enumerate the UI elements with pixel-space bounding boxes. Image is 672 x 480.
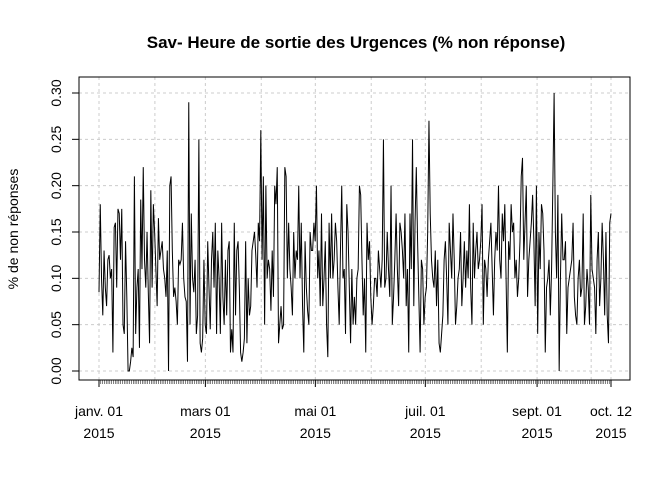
x-tick-label: oct. 12 [590, 403, 632, 419]
y-tick-label: 0.10 [48, 264, 64, 291]
y-axis: 0.00 0.05 0.10 0.15 0.20 0.25 0.30 [48, 79, 79, 385]
x-tick-label: juil. 01 [404, 403, 446, 419]
x-tick-label-year: 2015 [190, 425, 221, 441]
x-tick-label: janv. 01 [74, 403, 123, 419]
y-tick-label: 0.30 [48, 79, 64, 106]
x-tick-label-year: 2015 [410, 425, 441, 441]
y-tick-label: 0.00 [48, 357, 64, 384]
y-tick-label: 0.05 [48, 311, 64, 338]
x-tick-label: sept. 01 [512, 403, 562, 419]
y-tick-label: 0.15 [48, 218, 64, 245]
plot-border [78, 76, 631, 381]
y-tick-label: 0.25 [48, 125, 64, 152]
x-tick-label: mars 01 [180, 403, 231, 419]
x-axis: janv. 01 2015 mars 01 2015 mai 01 2015 juil. 0… [74, 379, 632, 441]
x-tick-label-year: 2015 [522, 425, 553, 441]
y-axis-label: % de non réponses [5, 169, 21, 290]
chart-title: Sav- Heure de sortie des Urgences (% non… [147, 33, 566, 52]
x-minor-ticks [98, 380, 612, 384]
grid [79, 77, 630, 380]
x-tick-label-year: 2015 [595, 425, 626, 441]
x-tick-label-year: 2015 [300, 425, 331, 441]
x-tick-label: mai 01 [294, 403, 336, 419]
y-tick-label: 0.20 [48, 172, 64, 199]
x-tick-label-year: 2015 [83, 425, 114, 441]
series-line [98, 92, 612, 372]
